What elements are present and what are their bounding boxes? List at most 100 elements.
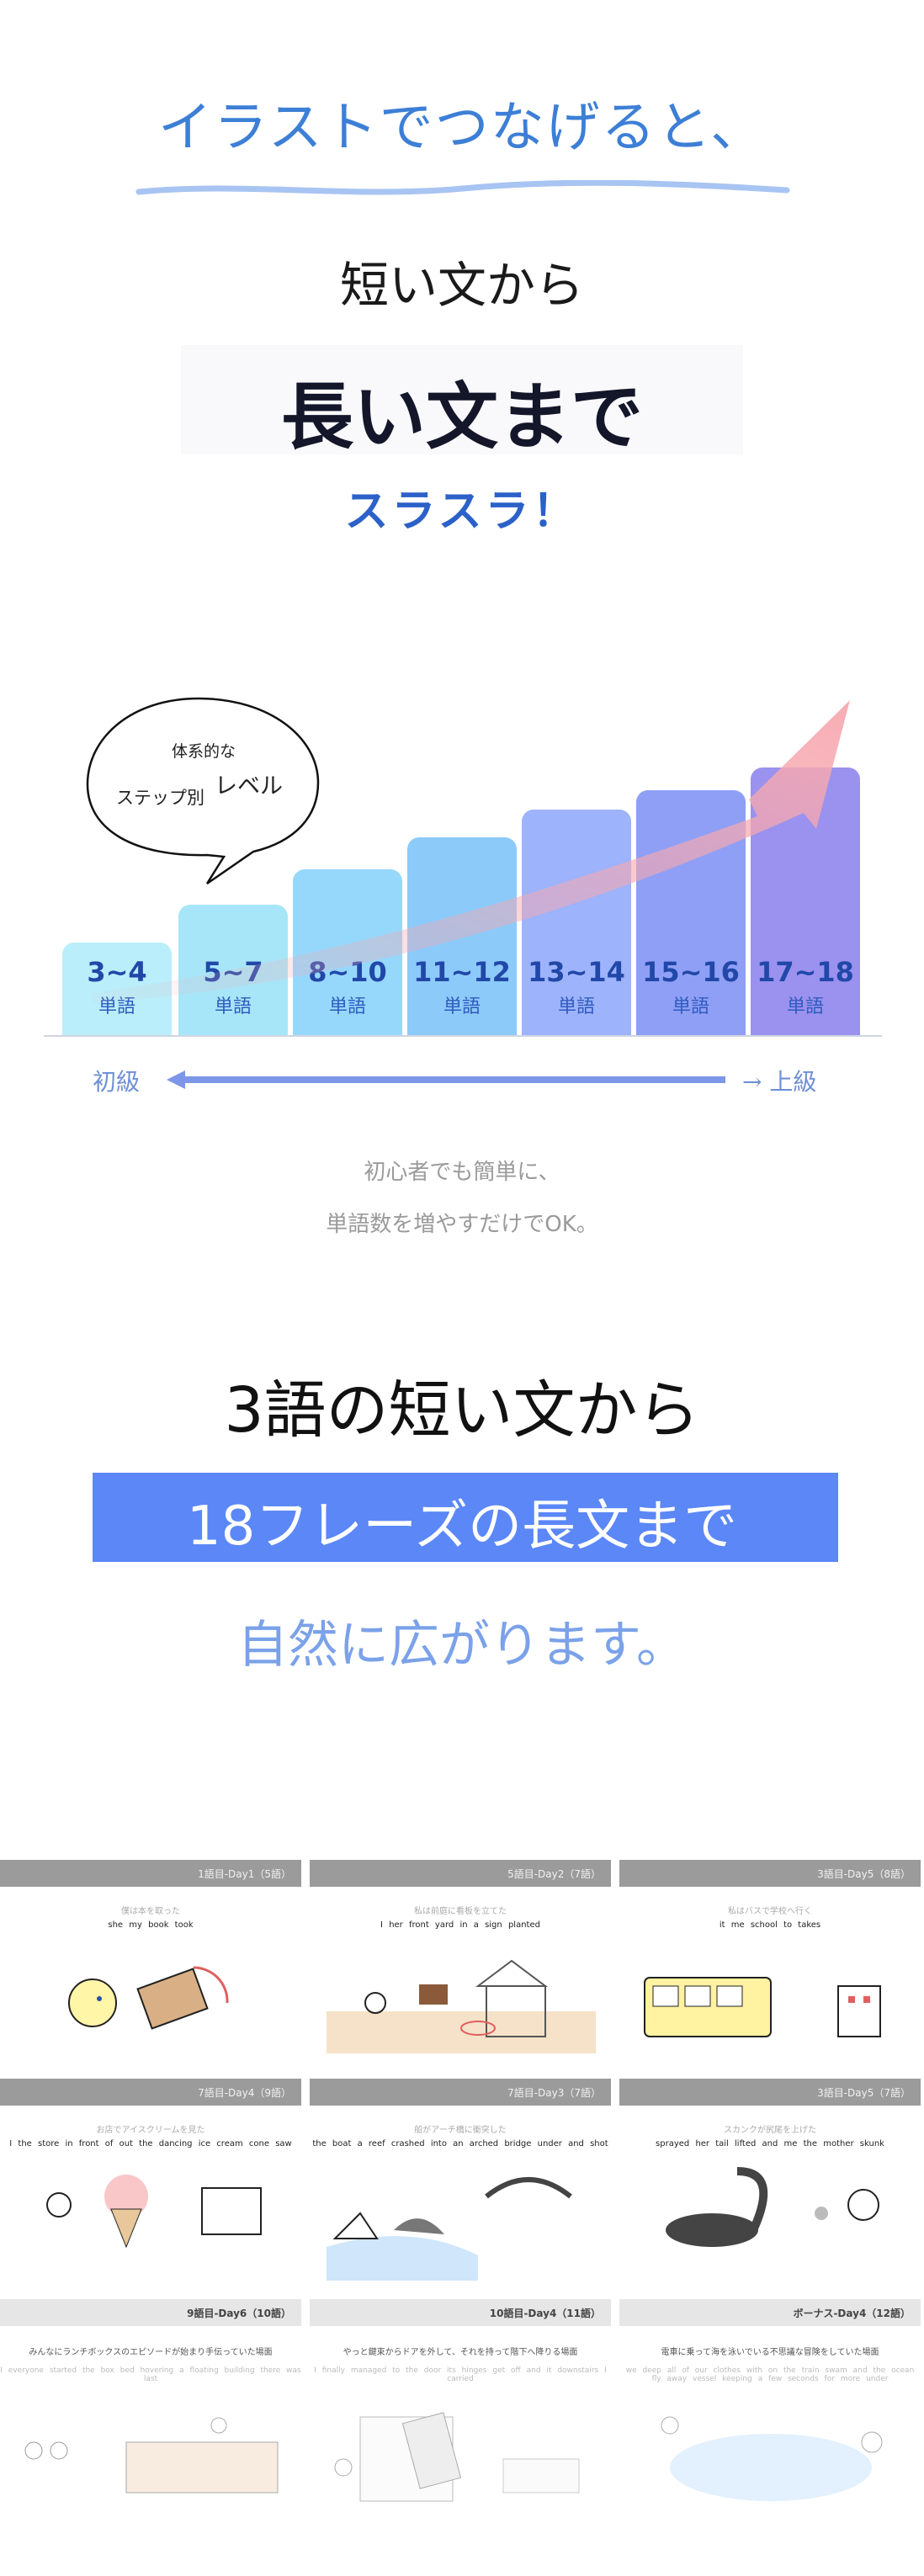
beginner-label: 初級 xyxy=(93,1068,141,1096)
sample-page-subtitle: 船がアーチ橋に衝突した xyxy=(414,2126,507,2135)
level-bar-range: 3~4 xyxy=(87,956,147,988)
sample-word: off xyxy=(511,2366,521,2375)
sample-page-words: sprayed her tail lifted and me the mothe… xyxy=(619,2139,921,2148)
sample-word: she xyxy=(108,1920,124,1930)
sample-word: we xyxy=(625,2366,637,2375)
sample-word: the mother skunk xyxy=(803,2139,884,2148)
sample-page-words: I everyone started the box bed hovering … xyxy=(0,2366,301,2383)
sample-page-header: 3語目-Day5（7語） xyxy=(619,2079,921,2106)
sample-word: lifted xyxy=(735,2139,757,2148)
sample-page-4: 7語目-Day4（9語） お店でアイスクリームを見た I the store in … xyxy=(0,2079,301,2294)
sample-word: everyone xyxy=(8,2366,44,2375)
sample-word: the ocean xyxy=(873,2366,915,2375)
sample-word: the door xyxy=(406,2366,442,2375)
advanced-label: → 上級 xyxy=(742,1068,817,1096)
sample-word: sprayed xyxy=(656,2139,690,2148)
sample-page-header: 7語目-Day3（7語） xyxy=(310,2079,611,2106)
sample-page-illustration xyxy=(327,1959,596,2053)
sample-page-subtitle: 電車に乗って海を泳いでいる不思議な冒険をしていた場面 xyxy=(661,2348,879,2357)
sample-word: my book xyxy=(129,1920,169,1930)
sample-word: me xyxy=(783,2139,798,2148)
sample-page-day: 3語目-Day5（8語） xyxy=(817,1868,911,1880)
sample-word: I xyxy=(9,2139,13,2148)
sample-page-subtitle: お店でアイスクリームを見た xyxy=(96,2126,205,2135)
sample-word: the store xyxy=(18,2139,60,2148)
sample-word: the dancing ice cream cone xyxy=(139,2139,270,2148)
level-bar-unit: 単語 xyxy=(443,996,481,1017)
hero-tagline: スラスラ！ xyxy=(344,486,580,537)
sample-word: fly away xyxy=(651,2375,688,2383)
sample-page-subtitle: スカンクが尻尾を上げた xyxy=(724,2126,816,2135)
sample-word: vessel xyxy=(693,2375,717,2383)
sample-word: keeping xyxy=(722,2375,752,2383)
sample-word: school xyxy=(750,1920,778,1930)
section2-subtext: 自然に広がります。 xyxy=(237,1616,687,1675)
sample-word: in xyxy=(459,1920,468,1930)
sample-word: and xyxy=(852,2366,868,2375)
sample-page-header: 3語目-Day5（8語） xyxy=(619,1860,921,1887)
sample-word: to xyxy=(392,2366,401,2375)
sample-word: for xyxy=(824,2375,835,2383)
sample-word: was xyxy=(286,2366,301,2375)
level-bar-unit: 単語 xyxy=(557,996,595,1017)
sample-word: her front yard xyxy=(389,1920,454,1930)
sample-page-subtitle: 私は前庭に看板を立てた xyxy=(414,1907,507,1916)
sample-word: I xyxy=(314,2366,316,2375)
level-bar-range: 17~18 xyxy=(757,956,854,988)
hero-highlight-box xyxy=(181,345,743,454)
sample-page-day: 9語目-Day6（10語） xyxy=(187,2308,291,2319)
sample-word: takes xyxy=(798,1920,821,1930)
sample-word: carried xyxy=(447,2375,474,2383)
sample-word: a few seconds xyxy=(757,2375,819,2383)
sample-word: with xyxy=(746,2366,762,2375)
sample-page-7: 9語目-Day6（10語） みんなにランチボックスのエピソードが始まり手伝っていた… xyxy=(0,2299,301,2515)
sample-page-words: the boat a reef crashed into an arched b… xyxy=(310,2139,611,2148)
sample-page-day: 1語目-Day1（5語） xyxy=(198,1868,291,1880)
sample-page-day: 5語目-Day2（7語） xyxy=(507,1868,601,1880)
sample-page-day: 10語目-Day4（11語） xyxy=(489,2308,601,2319)
hero-title: イラストでつなげると、 xyxy=(157,97,767,159)
sample-word: all of our clothes xyxy=(666,2366,741,2375)
sample-page-subtitle: 私はバスで学校へ行く xyxy=(728,1907,812,1916)
level-bar-range: 5~7 xyxy=(203,956,263,988)
description-line-2: 単語数を増やすだけでOK。 xyxy=(326,1212,598,1237)
sample-word: crashed xyxy=(390,2139,425,2148)
hero-subtitle-long: 長い文まで xyxy=(281,374,643,459)
level-bar-unit: 単語 xyxy=(214,996,252,1017)
level-bar-unit: 単語 xyxy=(672,996,709,1017)
sample-word: a reef xyxy=(357,2139,385,2148)
sample-page-words: I her front yard in a sign planted xyxy=(310,1920,611,1930)
sample-word: a sign xyxy=(473,1920,502,1930)
sample-page-header: 10語目-Day4（11語） xyxy=(310,2299,611,2326)
description-line-1: 初心者でも簡単に、 xyxy=(364,1160,560,1185)
sample-word: I xyxy=(0,2366,3,2375)
sample-page-subtitle: みんなにランチボックスのエピソードが始まり手伝っていた場面 xyxy=(29,2348,273,2357)
sample-word: managed xyxy=(350,2366,387,2375)
sample-word: into xyxy=(430,2139,447,2148)
sample-page-day: ボーナス-Day4（12語） xyxy=(793,2308,911,2319)
sample-word: started xyxy=(49,2366,77,2375)
sample-word: I xyxy=(380,1920,383,1930)
sample-word: downstairs xyxy=(557,2366,599,2375)
sample-page-words: we deep all of our clothes with on the t… xyxy=(619,2366,921,2383)
sample-word: a floating building xyxy=(179,2366,255,2375)
sample-word: more xyxy=(840,2375,861,2383)
sample-word: and shot xyxy=(568,2139,608,2148)
sample-word: and xyxy=(526,2366,541,2375)
sample-page-words: I finally managed to the door its hinges… xyxy=(310,2366,611,2383)
sample-page-header: 1語目-Day1（5語） xyxy=(0,1860,301,1887)
bubble-text-1: 体系的な xyxy=(172,742,236,761)
sample-page-1: 1語目-Day1（5語） 僕は本を取った she my book took xyxy=(0,1860,301,2075)
sample-word: hovering xyxy=(140,2366,174,2375)
sample-page-header: 7語目-Day4（9語） xyxy=(0,2079,301,2106)
sample-word: under xyxy=(866,2375,889,2383)
sample-word: out xyxy=(119,2139,133,2148)
level-bar-unit: 単語 xyxy=(328,996,366,1017)
sample-page-8: 10語目-Day4（11語） やっと鍵束からドアを外して、それを持って階下へ降りる… xyxy=(310,2299,611,2515)
sample-word: me xyxy=(730,1920,745,1930)
sample-word: to xyxy=(783,1920,793,1930)
sample-page-5: 7語目-Day3（7語） 船がアーチ橋に衝突した the boat a reef c… xyxy=(310,2079,611,2294)
sample-word: there xyxy=(260,2366,281,2375)
sample-word: it xyxy=(546,2366,552,2375)
sample-word: it xyxy=(719,1920,725,1930)
